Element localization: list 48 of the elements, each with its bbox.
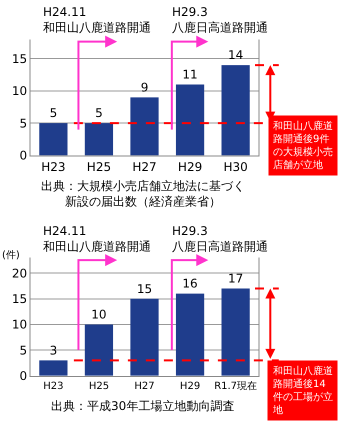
bar xyxy=(39,123,68,156)
data-label: 16 xyxy=(182,276,198,291)
x-tick-label: H23 xyxy=(43,380,64,392)
x-tick-label: H25 xyxy=(86,160,112,174)
y-tick-label: 15 xyxy=(12,292,28,306)
y-tick-label: 5 xyxy=(20,116,28,130)
bar xyxy=(176,294,204,376)
bar xyxy=(130,97,159,156)
bar xyxy=(222,288,250,376)
data-label: 15 xyxy=(136,282,152,296)
y-tick-label: 0 xyxy=(20,368,28,383)
x-tick-label: H25 xyxy=(88,380,110,392)
bar xyxy=(176,84,204,156)
data-label: 3 xyxy=(50,343,58,358)
bar xyxy=(84,324,114,376)
y-tick-label: 10 xyxy=(12,84,28,98)
y-tick-label: 10 xyxy=(12,318,28,332)
bar xyxy=(130,298,159,376)
x-tick-label: H30 xyxy=(223,160,248,174)
x-tick-label: H29 xyxy=(180,380,200,392)
bar xyxy=(39,360,68,376)
data-label: 9 xyxy=(140,80,148,94)
text: H29.3 八鹿日高道路開通 xyxy=(172,224,268,254)
data-label: 5 xyxy=(50,106,58,120)
y-tick-label: 5 xyxy=(20,343,28,358)
y-tick-label: 0 xyxy=(20,148,28,163)
text: H29.3 八鹿日高道路開通 xyxy=(172,5,268,35)
data-label: 17 xyxy=(228,272,244,286)
data-label: 10 xyxy=(91,307,107,322)
x-tick-label: R1.7現在 xyxy=(214,380,258,392)
x-tick-label: H23 xyxy=(41,160,66,174)
bar xyxy=(84,123,114,156)
data-label: 11 xyxy=(182,67,198,82)
source-note: 出典：大規模小売店舗立地法に基づく新設の届出数（経済産業省） xyxy=(41,179,245,209)
data-label: 5 xyxy=(95,106,103,120)
x-tick-label: H27 xyxy=(134,380,155,392)
data-label: 14 xyxy=(228,48,244,62)
text: H24.11 和田山八鹿道路開通 xyxy=(43,224,151,254)
text: 和田山八鹿道路開通後9件の大規模小売店舗が立地 xyxy=(273,120,333,171)
x-tick-label: H27 xyxy=(132,160,157,174)
x-tick-label: H29 xyxy=(178,160,202,174)
text: H24.11 和田山八鹿道路開通 xyxy=(43,5,151,35)
y-axis-title: (件) xyxy=(2,250,20,261)
text: 和田山八鹿道路開通後14件の工場が立地 xyxy=(272,365,333,416)
bar xyxy=(222,65,250,156)
source-note: 出典：平成30年工場立地動向調査 xyxy=(51,399,234,413)
y-tick-label: 20 xyxy=(12,266,28,280)
y-tick-label: 15 xyxy=(12,52,28,66)
